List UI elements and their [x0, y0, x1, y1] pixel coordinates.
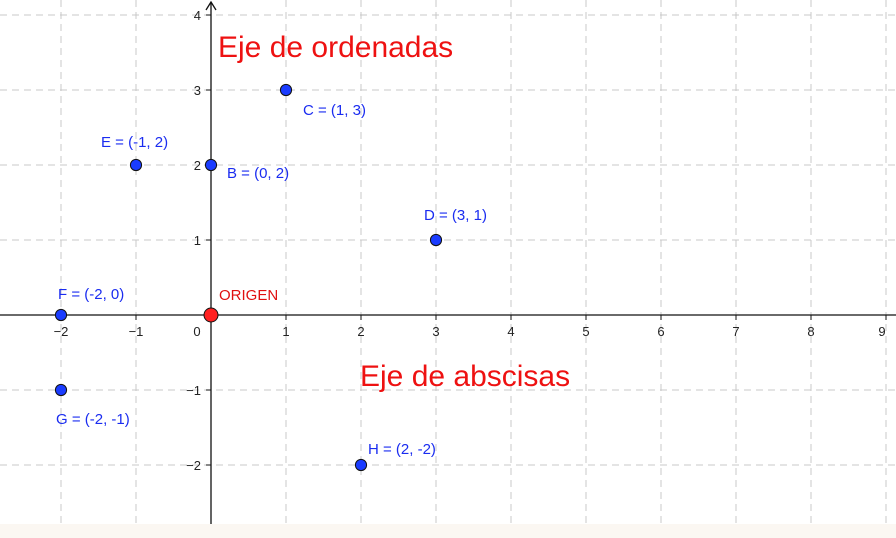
footer-strip [0, 524, 896, 538]
y-axis-ticks: −2 −1 1 2 3 4 [186, 8, 211, 473]
y-tick-label: −2 [186, 458, 201, 473]
point-marker-G[interactable] [54, 383, 68, 397]
y-tick-label: 2 [194, 158, 201, 173]
point-label-origin: ORIGEN [219, 287, 278, 304]
point-marker-B[interactable] [204, 158, 218, 172]
point-marker-H[interactable] [354, 458, 368, 472]
axes [0, 0, 896, 524]
point-origin[interactable]: ORIGEN [203, 287, 278, 323]
x-tick-label: 0 [193, 324, 200, 339]
x-tick-label: 9 [878, 324, 885, 339]
x-axis-annotation: Eje de abscisas [360, 360, 570, 393]
y-axis-annotation: Eje de ordenadas [218, 31, 453, 64]
x-tick-label: −2 [54, 324, 69, 339]
point-marker-F[interactable] [54, 308, 68, 322]
point-label-D: D = (3, 1) [424, 207, 487, 224]
point-B[interactable]: B = (0, 2) [204, 158, 289, 182]
points: ORIGEN B = (0, 2) C = (1, 3) D = (3, 1) E = … [54, 83, 487, 472]
x-tick-label: 6 [657, 324, 664, 339]
x-tick-label: 2 [357, 324, 364, 339]
vertical-grid-lines [60, 0, 887, 524]
y-tick-label: 1 [194, 233, 201, 248]
point-label-H: H = (2, -2) [368, 441, 436, 458]
point-label-F: F = (-2, 0) [58, 286, 124, 303]
point-marker-C[interactable] [279, 83, 293, 97]
point-H[interactable]: H = (2, -2) [354, 441, 436, 472]
x-tick-label: 1 [282, 324, 289, 339]
y-tick-label: 4 [194, 8, 201, 23]
x-tick-label: 3 [432, 324, 439, 339]
point-E[interactable]: E = (-1, 2) [101, 134, 168, 172]
y-axis-arrow-icon [205, 0, 217, 11]
point-C[interactable]: C = (1, 3) [279, 83, 366, 119]
point-marker-origin[interactable] [203, 307, 219, 323]
x-axis-ticks: −2 −1 0 1 2 3 4 5 6 7 8 9 [54, 315, 887, 339]
x-tick-label: 5 [582, 324, 589, 339]
point-D[interactable]: D = (3, 1) [424, 207, 487, 247]
y-tick-label: 3 [194, 83, 201, 98]
point-marker-D[interactable] [429, 233, 443, 247]
point-F[interactable]: F = (-2, 0) [54, 286, 124, 322]
x-tick-label: 8 [807, 324, 814, 339]
point-G[interactable]: G = (-2, -1) [54, 383, 130, 428]
x-tick-label: 4 [507, 324, 514, 339]
point-label-G: G = (-2, -1) [56, 411, 130, 428]
y-tick-label: −1 [186, 383, 201, 398]
horizontal-grid-lines [0, 14, 896, 466]
point-label-E: E = (-1, 2) [101, 134, 168, 151]
point-marker-E[interactable] [129, 158, 143, 172]
x-tick-label: −1 [129, 324, 144, 339]
point-label-C: C = (1, 3) [303, 102, 366, 119]
x-tick-label: 7 [732, 324, 739, 339]
point-label-B: B = (0, 2) [227, 165, 289, 182]
